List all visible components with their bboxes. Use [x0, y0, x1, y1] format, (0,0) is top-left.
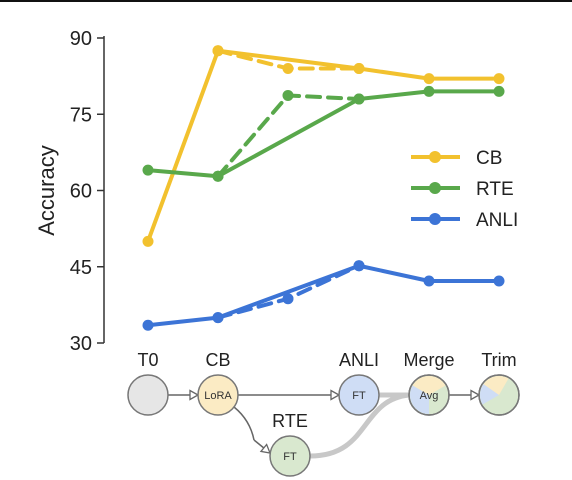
- arrow-t0-cb-head: [189, 389, 200, 401]
- series-line-anli: [146, 263, 501, 328]
- pipeline-node-trim-outline: [478, 374, 520, 416]
- pipeline-label-merge: Merge: [403, 350, 454, 370]
- data-point-anli: [282, 293, 294, 305]
- pipeline-inner-label-cb: LoRA: [204, 390, 232, 402]
- legend-label-rte: RTE: [476, 179, 514, 200]
- arrow-cb-rte: [233, 406, 255, 441]
- legend-swatch-marker: [429, 151, 441, 163]
- data-point-cb: [353, 63, 365, 74]
- legend-swatch-marker: [429, 213, 441, 225]
- data-point-cb: [493, 73, 505, 85]
- pipeline-label-t0: T0: [137, 350, 158, 370]
- y-tick-label: 75: [70, 104, 92, 126]
- top-border-line: [0, 0, 572, 2]
- merge-wedge-anli: [410, 385, 429, 414]
- pipeline-inner-label-merge: Avg: [420, 390, 439, 402]
- data-point-anli: [493, 275, 505, 287]
- series-line-cb: [146, 48, 501, 244]
- pipeline-node-cb: [197, 374, 239, 416]
- data-point-anli: [142, 319, 154, 331]
- trim-wedge-cb: [482, 376, 509, 395]
- data-point-cb: [282, 63, 294, 74]
- y-tick-label: 30: [70, 333, 92, 355]
- data-point-cb: [142, 235, 154, 247]
- legend-label-cb: CB: [476, 148, 502, 169]
- data-point-cb: [212, 45, 224, 57]
- pipeline-label-cb: CB: [205, 350, 230, 370]
- arrow-merge-trim-head: [470, 389, 481, 401]
- pipeline-inner-label-anli: FT: [352, 390, 366, 402]
- legend-swatch-marker: [429, 182, 441, 194]
- y-tick-label: 60: [70, 181, 92, 203]
- y-tick-label: 45: [70, 257, 92, 279]
- series-line-rte: [146, 89, 501, 179]
- data-point-anli: [353, 260, 365, 272]
- legend-label-anli: ANLI: [476, 210, 518, 231]
- arrow-cb-anli-head: [330, 389, 341, 401]
- y-tick-label: 90: [70, 28, 92, 50]
- arrow-cb-rte-end-head: [259, 443, 272, 454]
- pipeline-node-t0: [127, 374, 169, 416]
- pipeline-label-trim: Trim: [481, 350, 516, 370]
- pipeline-label-rte: RTE: [272, 411, 308, 431]
- data-point-rte: [212, 170, 224, 182]
- pipeline-inner-label-rte: FT: [283, 451, 297, 463]
- data-point-rte: [353, 93, 365, 105]
- data-point-rte: [282, 89, 294, 101]
- data-point-anli: [212, 312, 224, 324]
- pipeline-node-anli: [338, 374, 380, 416]
- data-point-cb: [423, 73, 435, 85]
- y-axis-label: Accuracy: [34, 145, 59, 235]
- data-point-rte: [142, 164, 154, 176]
- trim-wedge-anli: [480, 384, 499, 405]
- data-point-rte: [493, 85, 505, 97]
- pipeline-node-merge-outline: [408, 374, 450, 416]
- merge-connector: [309, 392, 410, 459]
- pipeline-label-anli: ANLI: [339, 350, 379, 370]
- data-point-rte: [423, 85, 435, 97]
- pipeline-node-rte: [269, 435, 311, 477]
- data-point-anli: [423, 275, 435, 287]
